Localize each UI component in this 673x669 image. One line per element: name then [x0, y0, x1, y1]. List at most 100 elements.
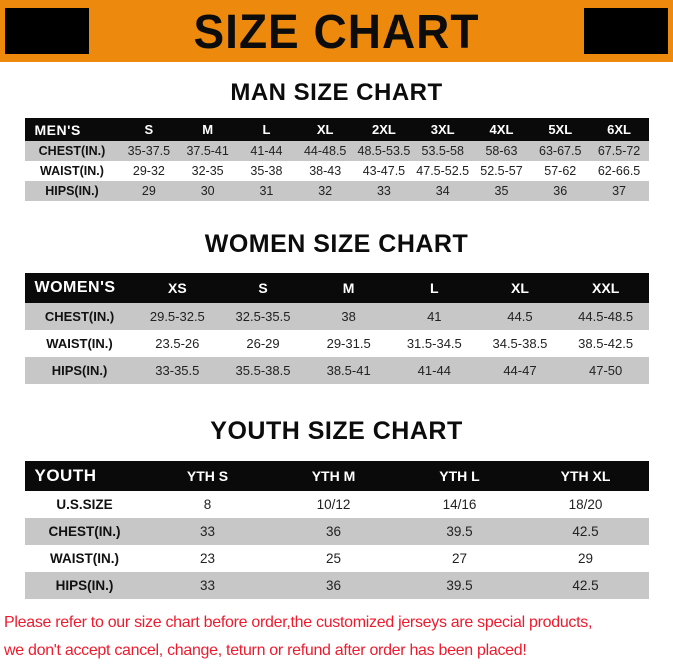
- size-value-cell: 35-38: [250, 164, 283, 179]
- size-value-cell: 33: [199, 524, 216, 540]
- size-column-header: YTH L: [396, 461, 523, 492]
- table-row: HIPS(IN.) 33-35.5 35.5-38.5 38.5-41 41-44 44-…: [24, 356, 649, 384]
- size-value-cell: 10/12: [316, 497, 351, 513]
- size-value-cell: 34: [435, 184, 450, 199]
- size-value-cell: 47-50: [589, 362, 623, 378]
- page-title: SIZE CHART: [193, 3, 480, 59]
- size-column-header: 4XL: [472, 118, 531, 142]
- size-column-header: YTH S: [144, 461, 271, 492]
- size-value-cell: 35.5-38.5: [235, 362, 291, 378]
- row-label: WAIST(IN.): [40, 164, 104, 179]
- row-label: WAIST(IN.): [50, 551, 119, 567]
- row-label: HIPS(IN.): [51, 362, 108, 378]
- table-row: CHEST(IN.) 29.5-32.5 32.5-35.5 38 41 44.5 44.5…: [24, 302, 649, 330]
- size-value-cell: 33: [376, 184, 391, 199]
- size-value-cell: 18/20: [568, 497, 603, 513]
- size-value-cell: 37: [612, 184, 627, 199]
- row-label: HIPS(IN.): [55, 578, 114, 594]
- size-value-cell: 29.5-32.5: [149, 308, 205, 324]
- row-label: CHEST(IN.): [44, 308, 115, 324]
- size-value-cell: 35-37.5: [127, 144, 171, 159]
- size-value-cell: 44-48.5: [303, 144, 347, 159]
- size-value-cell: 38-43: [309, 164, 342, 179]
- size-chart-section: YOUTH SIZE CHART YOUTH YTH S YTH M YTH L YTH…: [0, 416, 673, 600]
- size-column-header: S: [220, 272, 306, 303]
- table-row: HIPS(IN.) 29 30 31 32 33 34 35 36 37: [24, 181, 649, 202]
- size-column-header: YTH M: [270, 461, 397, 492]
- size-value-cell: 25: [325, 551, 342, 567]
- size-value-cell: 23.5-26: [155, 335, 200, 351]
- size-value-cell: 47.5-52.5: [416, 164, 470, 179]
- size-value-cell: 33: [199, 578, 216, 594]
- size-column-header: L: [237, 118, 296, 142]
- table-row: WAIST(IN.) 23.5-26 26-29 29-31.5 31.5-34.5 34…: [25, 330, 649, 357]
- size-column-header: XS: [134, 272, 221, 303]
- size-value-cell: 38: [341, 308, 356, 324]
- size-value-cell: 27: [451, 551, 468, 567]
- table-row: WAIST(IN.) 23 25 27 29: [25, 545, 649, 572]
- banner-corner-left-box: [5, 8, 89, 54]
- size-value-cell: 34.5-38.5: [492, 335, 548, 351]
- size-column-header: YTH XL: [522, 461, 649, 492]
- size-value-cell: 48.5-53.5: [357, 144, 411, 159]
- row-label: CHEST(IN.): [38, 144, 106, 159]
- size-value-cell: 62-66.5: [597, 164, 641, 179]
- size-value-cell: 44.5-48.5: [578, 308, 634, 324]
- size-value-cell: 41-44: [417, 362, 451, 378]
- size-value-cell: 33-35.5: [155, 362, 200, 378]
- size-value-cell: 53.5-58: [421, 144, 464, 159]
- size-value-cell: 42.5: [572, 578, 599, 594]
- row-label: WAIST(IN.): [46, 335, 113, 351]
- notice-line-2: we don't accept cancel, change, teturn o…: [4, 642, 527, 660]
- size-value-cell: 36: [325, 578, 342, 594]
- table-row: CHEST(IN.) 35-37.5 37.5-41 41-44 44-48.5 48.5…: [24, 141, 649, 162]
- table-row: HIPS(IN.) 33 36 39.5 42.5: [24, 572, 649, 600]
- size-value-cell: 44.5: [507, 308, 533, 324]
- table-title-cell: MEN'S: [24, 118, 120, 142]
- size-value-cell: 36: [553, 184, 568, 199]
- size-value-cell: 8: [203, 497, 212, 513]
- size-column-header: M: [305, 272, 392, 303]
- section-heading: WOMEN SIZE CHART: [204, 230, 469, 259]
- table-header-row: MEN'S S M L XL 2XL 3XL 4XL 5XL 6XL: [24, 118, 649, 142]
- size-value-cell: 31: [259, 184, 274, 199]
- size-value-cell: 30: [200, 184, 215, 199]
- size-value-cell: 63-67.5: [539, 144, 582, 159]
- row-label: CHEST(IN.): [48, 524, 121, 540]
- size-column-header: 6XL: [589, 118, 649, 142]
- size-value-cell: 32-35: [191, 164, 224, 179]
- size-value-cell: 43-47.5: [362, 164, 406, 179]
- section-heading: YOUTH SIZE CHART: [210, 416, 463, 445]
- size-column-header: 2XL: [354, 118, 414, 142]
- banner-corner-right-box: [584, 8, 668, 54]
- size-value-cell: 29-31.5: [326, 335, 371, 351]
- size-value-cell: 35: [494, 184, 509, 199]
- size-value-cell: 39.5: [446, 578, 473, 594]
- size-value-cell: 14/16: [442, 497, 477, 513]
- title-banner: SIZE CHART: [0, 0, 673, 62]
- size-value-cell: 36: [325, 524, 342, 540]
- section-heading: MAN SIZE CHART: [230, 79, 443, 106]
- row-label: HIPS(IN.): [45, 184, 99, 199]
- size-chart-sections: MAN SIZE CHART MEN'S S M L XL 2XL 3XL 4XL 5XL 6XL…: [0, 79, 673, 600]
- size-chart-section: WOMEN SIZE CHART WOMEN'S XS S M L XL XXL CHEST…: [0, 231, 673, 384]
- size-column-header: 5XL: [530, 118, 590, 142]
- table-header-row: WOMEN'S XS S M L XL XXL: [24, 272, 649, 303]
- size-value-cell: 41-44: [250, 144, 283, 159]
- order-notice: Please refer to our size chart before or…: [4, 613, 673, 662]
- size-column-header: XXL: [562, 272, 649, 303]
- size-value-cell: 37.5-41: [186, 144, 229, 159]
- size-value-cell: 67.5-72: [597, 144, 641, 159]
- table-header-row: YOUTH YTH S YTH M YTH L YTH XL: [24, 461, 649, 492]
- size-table: WOMEN'S XS S M L XL XXL CHEST(IN.) 29.5-32.5 32.…: [24, 272, 649, 384]
- size-column-header: XL: [477, 272, 563, 303]
- size-value-cell: 57-62: [544, 164, 577, 179]
- size-value-cell: 58-63: [485, 144, 518, 159]
- size-table: MEN'S S M L XL 2XL 3XL 4XL 5XL 6XL CHEST(IN.) 35-3…: [24, 118, 649, 202]
- size-value-cell: 31.5-34.5: [406, 335, 462, 351]
- row-label: U.S.SIZE: [56, 497, 113, 513]
- size-value-cell: 42.5: [572, 524, 599, 540]
- size-value-cell: 41: [427, 308, 442, 324]
- size-chart-section: MAN SIZE CHART MEN'S S M L XL 2XL 3XL 4XL 5XL 6XL…: [0, 79, 673, 202]
- table-title-cell: WOMEN'S: [24, 272, 135, 303]
